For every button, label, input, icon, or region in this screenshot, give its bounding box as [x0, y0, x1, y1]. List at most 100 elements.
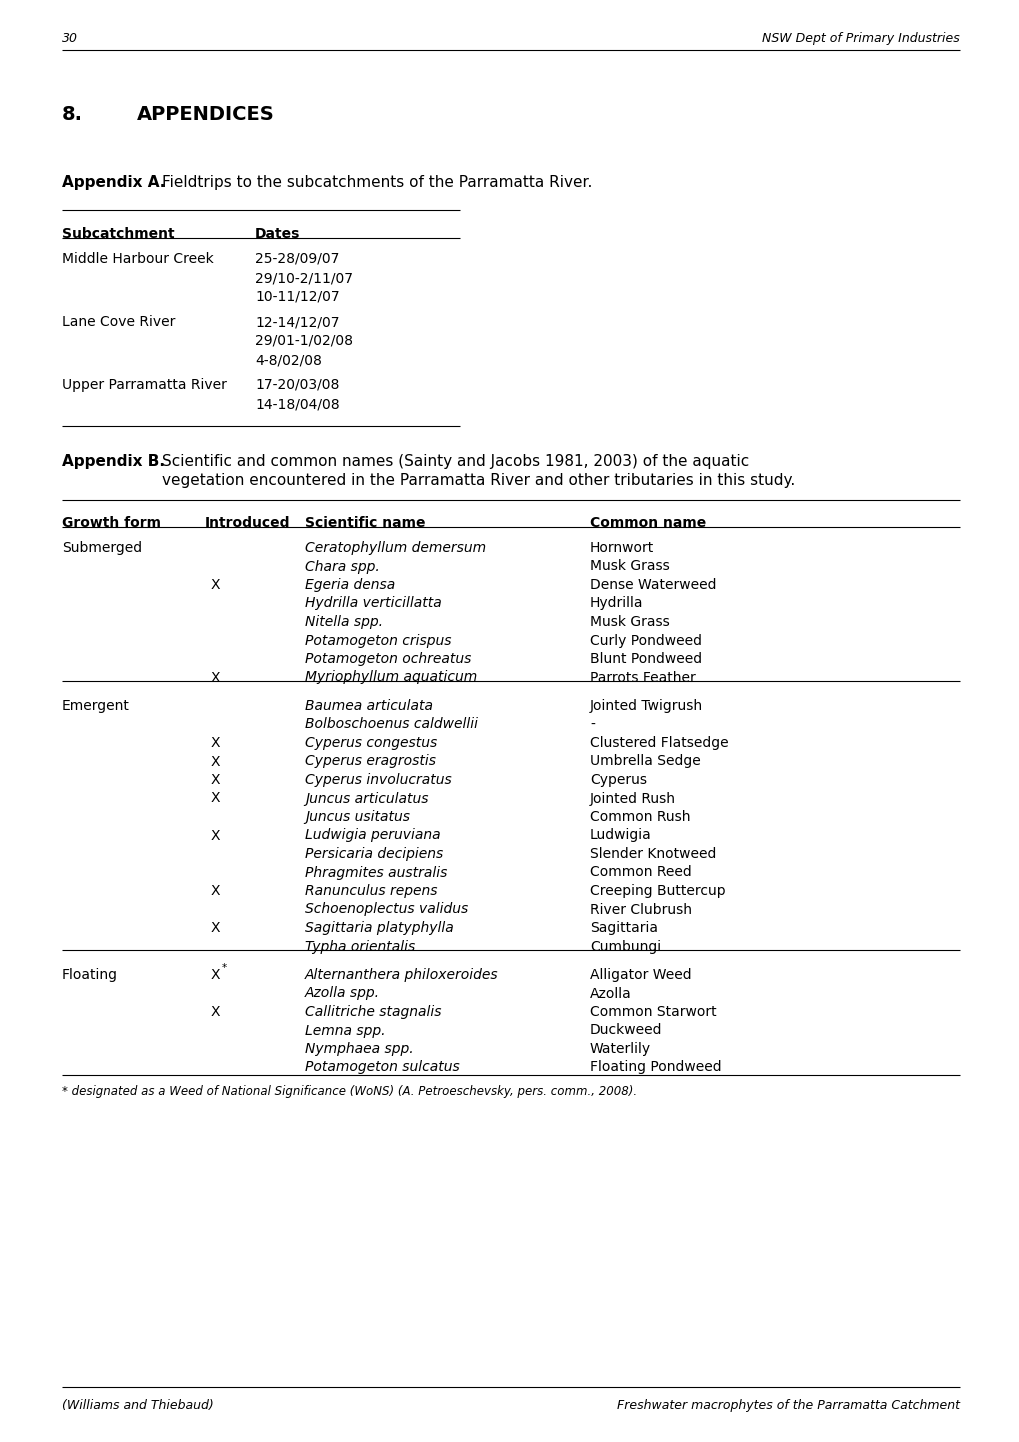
Text: Fieldtrips to the subcatchments of the Parramatta River.: Fieldtrips to the subcatchments of the P…: [162, 174, 592, 190]
Text: 10-11/12/07: 10-11/12/07: [255, 290, 339, 304]
Text: River Clubrush: River Clubrush: [589, 903, 691, 917]
Text: Potamogeton crispus: Potamogeton crispus: [305, 633, 451, 647]
Text: Scientific and common names (Sainty and Jacobs 1981, 2003) of the aquatic: Scientific and common names (Sainty and …: [162, 454, 749, 469]
Text: Hydrilla: Hydrilla: [589, 597, 643, 610]
Text: 12-14/12/07: 12-14/12/07: [255, 314, 339, 329]
Text: APPENDICES: APPENDICES: [137, 105, 274, 124]
Text: Middle Harbour Creek: Middle Harbour Creek: [62, 252, 214, 265]
Text: Sagittaria platyphylla: Sagittaria platyphylla: [305, 921, 453, 934]
Text: Egeria densa: Egeria densa: [305, 578, 395, 593]
Text: X: X: [210, 921, 219, 934]
Text: 29/10-2/11/07: 29/10-2/11/07: [255, 271, 353, 286]
Text: Callitriche stagnalis: Callitriche stagnalis: [305, 1005, 441, 1019]
Text: Ranunculus repens: Ranunculus repens: [305, 884, 437, 898]
Text: Common Reed: Common Reed: [589, 865, 691, 880]
Text: X: X: [210, 792, 219, 806]
Text: Appendix B.: Appendix B.: [62, 454, 165, 469]
Text: Chara spp.: Chara spp.: [305, 559, 379, 574]
Text: Alligator Weed: Alligator Weed: [589, 968, 691, 982]
Text: X: X: [210, 884, 219, 898]
Text: Hydrilla verticillatta: Hydrilla verticillatta: [305, 597, 441, 610]
Text: Submerged: Submerged: [62, 541, 142, 555]
Text: *: *: [222, 963, 227, 973]
Text: Juncus articulatus: Juncus articulatus: [305, 792, 428, 806]
Text: Ludwigia peruviana: Ludwigia peruviana: [305, 829, 440, 842]
Text: Creeping Buttercup: Creeping Buttercup: [589, 884, 725, 898]
Text: Cyperus involucratus: Cyperus involucratus: [305, 773, 451, 787]
Text: Common name: Common name: [589, 516, 705, 531]
Text: Hornwort: Hornwort: [589, 541, 653, 555]
Text: Juncus usitatus: Juncus usitatus: [305, 810, 410, 823]
Text: Baumea articulata: Baumea articulata: [305, 699, 433, 712]
Text: X: X: [210, 754, 219, 769]
Text: Bolboschoenus caldwellii: Bolboschoenus caldwellii: [305, 718, 478, 731]
Text: 8.: 8.: [62, 105, 83, 124]
Text: Blunt Pondweed: Blunt Pondweed: [589, 652, 701, 666]
Text: X: X: [210, 829, 219, 842]
Text: Duckweed: Duckweed: [589, 1024, 662, 1037]
Text: Cyperus: Cyperus: [589, 773, 646, 787]
Text: Ludwigia: Ludwigia: [589, 829, 651, 842]
Text: Ceratophyllum demersum: Ceratophyllum demersum: [305, 541, 486, 555]
Text: Floating Pondweed: Floating Pondweed: [589, 1060, 720, 1074]
Text: Introduced: Introduced: [205, 516, 290, 531]
Text: Jointed Twigrush: Jointed Twigrush: [589, 699, 702, 712]
Text: Alternanthera philoxeroides: Alternanthera philoxeroides: [305, 968, 498, 982]
Text: Freshwater macrophytes of the Parramatta Catchment: Freshwater macrophytes of the Parramatta…: [616, 1399, 959, 1412]
Text: Cyperus eragrostis: Cyperus eragrostis: [305, 754, 435, 769]
Text: Growth form: Growth form: [62, 516, 161, 531]
Text: Nymphaea spp.: Nymphaea spp.: [305, 1043, 414, 1056]
Text: X: X: [210, 773, 219, 787]
Text: Subcatchment: Subcatchment: [62, 226, 174, 241]
Text: X: X: [210, 578, 219, 593]
Text: (Williams and Thiebaud): (Williams and Thiebaud): [62, 1399, 214, 1412]
Text: Dates: Dates: [255, 226, 300, 241]
Text: Lemna spp.: Lemna spp.: [305, 1024, 385, 1037]
Text: Emergent: Emergent: [62, 699, 129, 712]
Text: 30: 30: [62, 32, 77, 45]
Text: X: X: [210, 671, 219, 685]
Text: Dense Waterweed: Dense Waterweed: [589, 578, 715, 593]
Text: Sagittaria: Sagittaria: [589, 921, 657, 934]
Text: Umbrella Sedge: Umbrella Sedge: [589, 754, 700, 769]
Text: vegetation encountered in the Parramatta River and other tributaries in this stu: vegetation encountered in the Parramatta…: [162, 473, 795, 487]
Text: Phragmites australis: Phragmites australis: [305, 865, 447, 880]
Text: Floating: Floating: [62, 968, 118, 982]
Text: Upper Parramatta River: Upper Parramatta River: [62, 378, 226, 392]
Text: -: -: [589, 718, 594, 731]
Text: Typha orientalis: Typha orientalis: [305, 940, 415, 953]
Text: Persicaria decipiens: Persicaria decipiens: [305, 846, 443, 861]
Text: * designated as a Weed of National Significance (WoNS) (A. Petroeschevsky, pers.: * designated as a Weed of National Signi…: [62, 1084, 637, 1097]
Text: Slender Knotweed: Slender Knotweed: [589, 846, 715, 861]
Text: X: X: [210, 968, 219, 982]
Text: 29/01-1/02/08: 29/01-1/02/08: [255, 335, 353, 348]
Text: Common Rush: Common Rush: [589, 810, 690, 823]
Text: Azolla spp.: Azolla spp.: [305, 986, 380, 1001]
Text: Appendix A.: Appendix A.: [62, 174, 165, 190]
Text: Curly Pondweed: Curly Pondweed: [589, 633, 701, 647]
Text: Potamogeton sulcatus: Potamogeton sulcatus: [305, 1060, 460, 1074]
Text: NSW Dept of Primary Industries: NSW Dept of Primary Industries: [761, 32, 959, 45]
Text: 4-8/02/08: 4-8/02/08: [255, 353, 322, 368]
Text: Cumbungi: Cumbungi: [589, 940, 660, 953]
Text: Clustered Flatsedge: Clustered Flatsedge: [589, 735, 728, 750]
Text: Lane Cove River: Lane Cove River: [62, 314, 175, 329]
Text: Azolla: Azolla: [589, 986, 631, 1001]
Text: Cyperus congestus: Cyperus congestus: [305, 735, 437, 750]
Text: Nitella spp.: Nitella spp.: [305, 614, 382, 629]
Text: 14-18/04/08: 14-18/04/08: [255, 397, 339, 411]
Text: Schoenoplectus validus: Schoenoplectus validus: [305, 903, 468, 917]
Text: X: X: [210, 1005, 219, 1019]
Text: Musk Grass: Musk Grass: [589, 614, 669, 629]
Text: Waterlily: Waterlily: [589, 1043, 650, 1056]
Text: Potamogeton ochreatus: Potamogeton ochreatus: [305, 652, 471, 666]
Text: Myriophyllum aquaticum: Myriophyllum aquaticum: [305, 671, 477, 685]
Text: X: X: [210, 735, 219, 750]
Text: Common Starwort: Common Starwort: [589, 1005, 716, 1019]
Text: Scientific name: Scientific name: [305, 516, 425, 531]
Text: Jointed Rush: Jointed Rush: [589, 792, 676, 806]
Text: 25-28/09/07: 25-28/09/07: [255, 252, 339, 265]
Text: Musk Grass: Musk Grass: [589, 559, 669, 574]
Text: 17-20/03/08: 17-20/03/08: [255, 378, 339, 392]
Text: Parrots Feather: Parrots Feather: [589, 671, 695, 685]
